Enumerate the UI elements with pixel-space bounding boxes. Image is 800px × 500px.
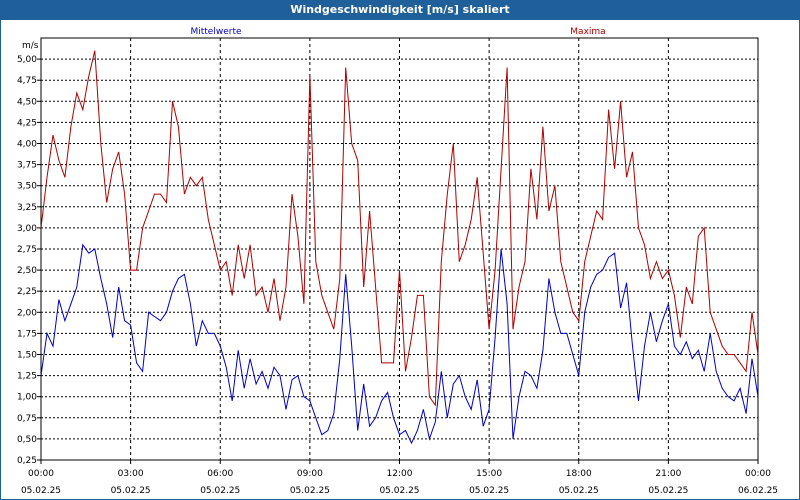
legend-mittelwerte: Mittelwerte <box>190 27 241 37</box>
y-axis-unit: m/s <box>22 41 39 51</box>
series-line-maxima <box>40 50 759 407</box>
y-tick-label: 2,50 <box>17 266 37 276</box>
y-axis: 0,25 0,50 0,75 1,00 1,25 1,50 1,75 2,00 2,25 2,50… <box>17 55 41 466</box>
x-tick-date: 06.02.25 <box>738 486 778 496</box>
series-line-mittelwerte <box>40 243 759 445</box>
x-tick-date: 05.02.25 <box>111 486 151 496</box>
y-tick-label: 0,50 <box>17 435 37 445</box>
y-tick-label: 3,75 <box>17 161 37 171</box>
y-tick-label: 3,00 <box>17 224 37 234</box>
x-tick-time: 06:00 <box>207 469 233 479</box>
y-tick-label: 3,25 <box>17 203 37 213</box>
y-tick-label: 3,50 <box>17 182 37 192</box>
x-tick-time: 00:00 <box>28 469 54 479</box>
y-tick-label: 4,25 <box>17 118 37 128</box>
y-tick-label: 0,25 <box>17 456 37 466</box>
x-tick-date: 05.02.25 <box>469 486 509 496</box>
x-tick-time: 03:00 <box>118 469 144 479</box>
x-tick-date: 05.02.25 <box>559 486 599 496</box>
y-tick-label: 4,00 <box>17 140 37 150</box>
series-lines <box>40 50 759 445</box>
y-tick-label: 4,75 <box>17 76 37 86</box>
x-tick-time: 00:00 <box>745 469 771 479</box>
x-tick-time: 09:00 <box>297 469 323 479</box>
y-tick-label: 1,75 <box>17 329 37 339</box>
x-tick-date: 05.02.25 <box>648 486 688 496</box>
x-tick-date: 05.02.25 <box>21 486 61 496</box>
y-tick-label: 2,00 <box>17 308 37 318</box>
y-tick-label: 2,75 <box>17 245 37 255</box>
y-tick-label: 1,50 <box>17 351 37 361</box>
x-axis: 00:00 05.02.25 03:00 05.02.25 06:00 05.02.25 0… <box>21 460 778 496</box>
x-tick-time: 18:00 <box>566 469 592 479</box>
chart-title: Windgeschwindigkeit [m/s] skaliert <box>0 0 800 20</box>
y-tick-label: 2,25 <box>17 287 37 297</box>
y-tick-label: 0,75 <box>17 414 37 424</box>
y-tick-label: 1,00 <box>17 393 37 403</box>
y-tick-label: 4,50 <box>17 97 37 107</box>
x-tick-time: 15:00 <box>476 469 502 479</box>
y-tick-label: 5,00 <box>17 55 37 65</box>
x-tick-time: 21:00 <box>655 469 681 479</box>
x-tick-date: 05.02.25 <box>379 486 419 496</box>
y-tick-label: 1,25 <box>17 372 37 382</box>
x-tick-date: 05.02.25 <box>290 486 330 496</box>
legend-maxima: Maxima <box>570 27 605 37</box>
x-tick-time: 12:00 <box>387 469 413 479</box>
x-tick-date: 05.02.25 <box>200 486 240 496</box>
